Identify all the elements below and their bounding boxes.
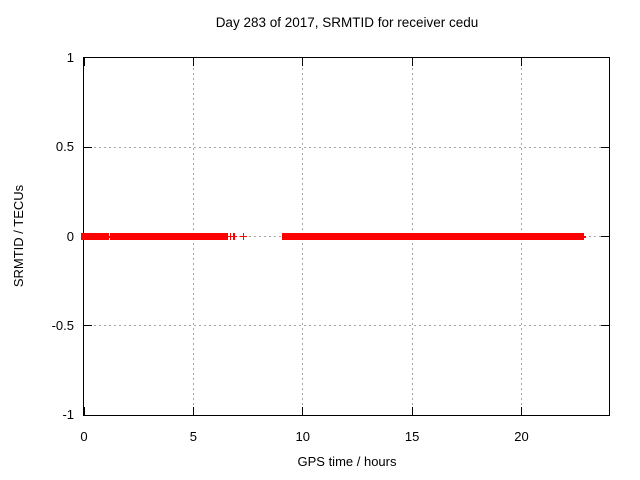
x-tick-label: 0: [80, 429, 88, 444]
chart-title: Day 283 of 2017, SRMTID for receiver ced…: [215, 15, 479, 30]
x-axis-tick: [83, 58, 85, 66]
x-axis-tick: [302, 407, 304, 415]
y-tick-label: 0.5: [55, 139, 74, 155]
h-gridline: [84, 146, 609, 148]
x-tick-label: 20: [514, 429, 529, 444]
y-axis-tick: [601, 146, 609, 148]
x-axis-tick: [192, 58, 194, 66]
x-axis-tick: [521, 407, 522, 415]
x-axis-tick: [521, 58, 522, 66]
x-axis-label: GPS time / hours: [297, 454, 397, 469]
plus-vertical-stroke: [233, 233, 235, 240]
plot-canvas: [80, 58, 609, 415]
x-tick-label: 10: [295, 429, 310, 444]
x-axis-tick: [411, 407, 413, 415]
plus-vertical-stroke: [242, 233, 245, 240]
x-tick-label: 5: [189, 429, 197, 444]
y-axis-tick: [601, 325, 609, 327]
data-segment: [281, 233, 585, 240]
x-axis-tick: [192, 407, 194, 415]
y-tick-label: -0.5: [51, 317, 74, 333]
x-axis-tick: [83, 407, 85, 415]
plot-area: [80, 57, 610, 416]
y-tick-label: 1: [66, 50, 74, 65]
data-sparse-segment: [105, 235, 114, 238]
y-tick-label: 0: [66, 228, 74, 244]
x-axis-tick: [302, 58, 304, 66]
x-tick-label: 15: [404, 429, 420, 444]
y-tick-label: -1: [62, 407, 74, 422]
data-point-marker: [230, 233, 238, 240]
data-sparse-segment: [580, 235, 587, 238]
y-axis-tick: [601, 236, 609, 237]
y-axis-tick: [84, 146, 92, 148]
h-gridline: [84, 325, 609, 327]
data-segment: [80, 233, 110, 240]
x-axis-tick: [411, 58, 413, 66]
data-point-marker: [239, 233, 247, 240]
data-segment: [110, 233, 228, 240]
y-axis-tick: [84, 325, 92, 327]
